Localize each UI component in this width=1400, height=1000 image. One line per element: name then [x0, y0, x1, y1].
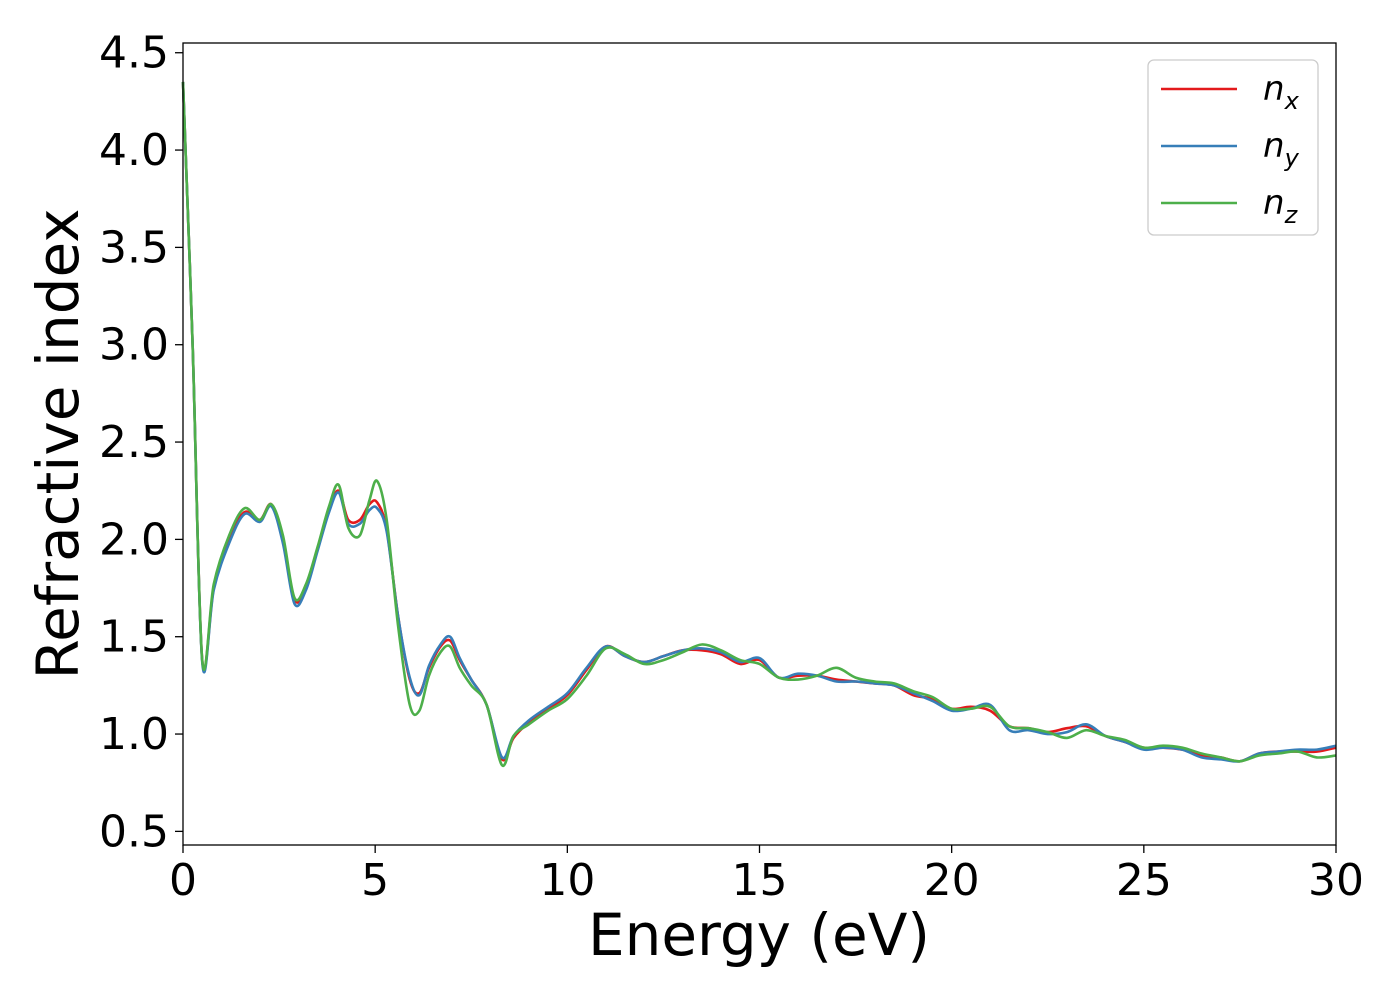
legend-label-nz: nz: [1263, 183, 1299, 229]
legend-label-main: n: [1263, 126, 1285, 166]
y-tick-label: 2.5: [99, 417, 169, 468]
series-line-ny: [181, 81, 1337, 763]
legend-box: [1147, 59, 1319, 236]
x-tick-label: 0: [169, 855, 197, 906]
series-layer: [181, 81, 1337, 768]
plot-area: [183, 43, 1336, 845]
x-tick-label: 25: [1116, 855, 1172, 906]
legend-label-ny: ny: [1263, 126, 1300, 172]
legend-label-subscript: x: [1284, 87, 1300, 115]
y-tick-label: 4.5: [99, 28, 169, 79]
y-axis-ticks: 0.5 1.0 1.5 2.0 2.5 3.0 3.5 4.0 4.5: [99, 28, 183, 857]
x-tick-label: 15: [732, 855, 788, 906]
x-tick-label: 5: [361, 855, 389, 906]
series-line-nz: [181, 81, 1337, 768]
legend-label-subscript: y: [1284, 144, 1300, 172]
legend-label-nx: nx: [1263, 69, 1300, 115]
legend-label-main: n: [1263, 69, 1285, 109]
x-tick-label: 20: [924, 855, 980, 906]
x-tick-label: 10: [539, 855, 595, 906]
legend-label-subscript: z: [1284, 201, 1299, 229]
y-tick-label: 0.5: [99, 806, 169, 857]
y-tick-label: 4.0: [99, 125, 169, 176]
y-tick-label: 3.0: [99, 320, 169, 371]
legend-label-main: n: [1263, 183, 1285, 223]
x-axis-ticks: 0 5 10 15 20 25 30: [169, 845, 1364, 906]
y-tick-label: 2.0: [99, 514, 169, 565]
y-tick-label: 1.5: [99, 612, 169, 663]
y-axis-title: Refractive index: [24, 208, 92, 679]
x-axis-title: Energy (eV): [588, 901, 930, 969]
y-tick-label: 3.5: [99, 222, 169, 273]
x-tick-label: 30: [1308, 855, 1364, 906]
y-tick-label: 1.0: [99, 709, 169, 760]
